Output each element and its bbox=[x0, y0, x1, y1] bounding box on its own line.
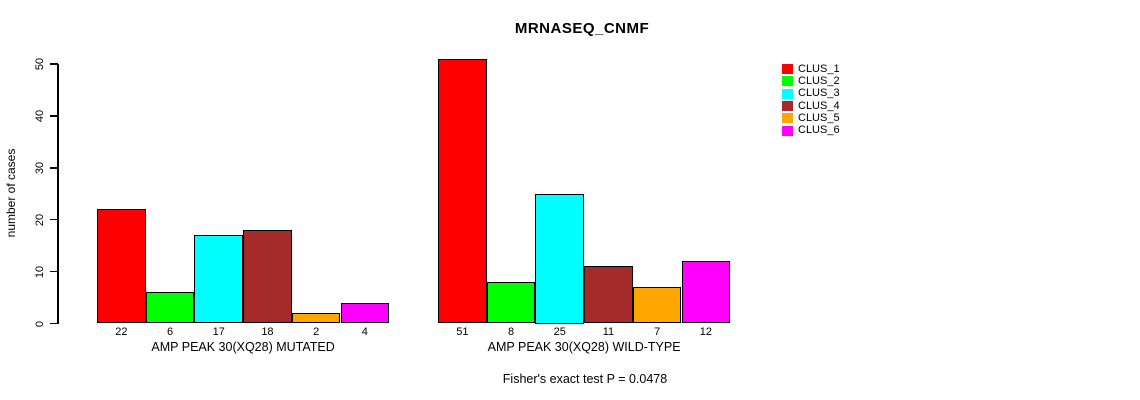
y-axis-tick bbox=[50, 167, 58, 169]
bar-clus_3 bbox=[194, 235, 244, 324]
legend-label: CLUS_5 bbox=[798, 111, 840, 124]
bar-value-label: 12 bbox=[699, 326, 712, 338]
y-axis-tick-label: 20 bbox=[34, 213, 46, 226]
bar-clus_6 bbox=[681, 261, 731, 324]
y-axis-tick-label: 50 bbox=[34, 57, 46, 71]
legend-swatch bbox=[782, 88, 793, 99]
legend-label: CLUS_1 bbox=[798, 62, 840, 75]
legend-swatch bbox=[782, 101, 793, 112]
legend-label: CLUS_3 bbox=[798, 87, 840, 100]
bar-clus_1 bbox=[438, 58, 487, 324]
bar-value-label: 4 bbox=[361, 326, 368, 338]
y-axis-tick-label: 0 bbox=[34, 320, 46, 327]
bar-value-label: 7 bbox=[654, 326, 661, 338]
y-axis-tick bbox=[50, 270, 58, 273]
legend-item-clus_1: CLUS_1 bbox=[782, 63, 840, 75]
legend-label: CLUS_6 bbox=[798, 124, 840, 137]
chart-title: MRNASEQ_CNMF bbox=[514, 20, 650, 37]
y-axis-tick-label: 40 bbox=[34, 109, 46, 123]
y-axis-label: number of cases bbox=[4, 148, 18, 238]
bar-clus_5 bbox=[632, 287, 682, 324]
fisher-test-annotation: Fisher's exact test P = 0.0478 bbox=[502, 372, 668, 386]
bar-clus_4 bbox=[243, 230, 292, 324]
legend-item-clus_5: CLUS_5 bbox=[782, 112, 840, 124]
x-axis-group-label: AMP PEAK 30(XQ28) WILD-TYPE bbox=[487, 340, 681, 354]
bar-clus_1 bbox=[97, 209, 146, 324]
y-axis-tick bbox=[50, 322, 58, 325]
bar-value-label: 2 bbox=[313, 326, 320, 338]
legend-label: CLUS_2 bbox=[798, 74, 840, 87]
bar-value-label: 22 bbox=[115, 326, 128, 338]
bar-clus_6 bbox=[340, 302, 390, 324]
legend-swatch bbox=[782, 113, 793, 124]
legend-item-clus_6: CLUS_6 bbox=[782, 124, 840, 136]
y-axis-tick-label: 30 bbox=[34, 161, 46, 174]
bar-clus_4 bbox=[584, 266, 633, 324]
bar-value-label: 18 bbox=[261, 326, 274, 338]
bar-value-label: 6 bbox=[166, 326, 174, 338]
y-axis-tick bbox=[50, 218, 58, 221]
legend-swatch bbox=[782, 125, 793, 136]
bar-value-label: 11 bbox=[602, 326, 615, 338]
bar-clus_2 bbox=[486, 281, 536, 324]
bar-value-label: 51 bbox=[456, 326, 469, 338]
bar-value-label: 8 bbox=[507, 326, 515, 338]
y-axis-tick bbox=[50, 63, 58, 65]
legend-item-clus_2: CLUS_2 bbox=[782, 75, 840, 87]
legend-item-clus_3: CLUS_3 bbox=[782, 88, 840, 100]
y-axis-tick bbox=[50, 115, 58, 117]
bar-value-label: 25 bbox=[553, 326, 566, 338]
legend-swatch bbox=[782, 64, 793, 75]
y-axis-line bbox=[57, 64, 59, 324]
x-axis-group-label: AMP PEAK 30(XQ28) MUTATED bbox=[151, 340, 335, 354]
legend-item-clus_4: CLUS_4 bbox=[782, 100, 840, 112]
bar-clus_5 bbox=[291, 313, 341, 324]
legend: CLUS_1 CLUS_2 CLUS_3 CLUS_4 CLUS_5 CLUS_6 bbox=[782, 63, 840, 137]
bar-value-label: 17 bbox=[212, 326, 225, 338]
legend-swatch bbox=[782, 76, 793, 87]
bar-clus_3 bbox=[535, 193, 585, 324]
legend-label: CLUS_4 bbox=[798, 99, 840, 112]
bar-clus_2 bbox=[145, 292, 195, 324]
y-axis-tick-label: 10 bbox=[34, 265, 46, 278]
